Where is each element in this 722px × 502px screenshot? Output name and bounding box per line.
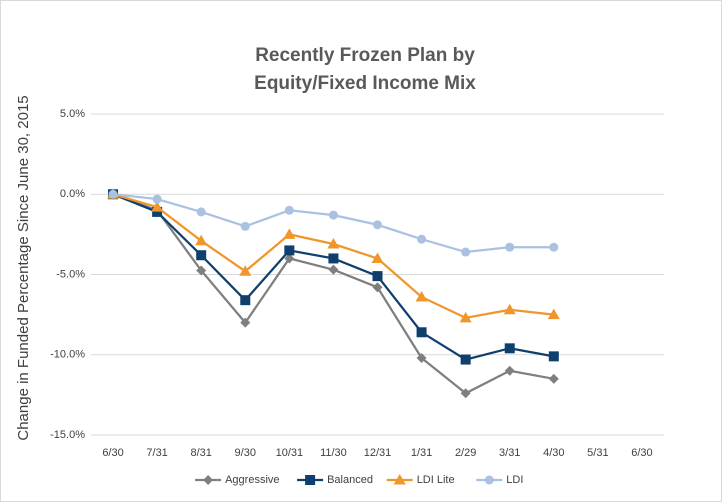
x-tick-label: 3/31	[499, 447, 520, 459]
marker	[240, 221, 250, 231]
marker	[548, 373, 559, 384]
x-tick-label: 8/31	[190, 447, 211, 459]
y-tick-label: -15.0%	[50, 429, 85, 441]
chart-title: Recently Frozen Plan by	[255, 45, 475, 66]
marker	[328, 253, 339, 264]
marker	[372, 282, 383, 293]
marker	[416, 327, 427, 338]
marker	[328, 210, 338, 220]
marker	[417, 234, 427, 244]
legend-label: Balanced	[327, 474, 373, 486]
marker	[196, 265, 207, 276]
marker	[373, 220, 382, 230]
marker	[459, 311, 472, 323]
marker	[461, 247, 471, 257]
y-tick-label: -10.0%	[50, 349, 85, 361]
marker	[196, 207, 206, 217]
y-tick-label: 0.0%	[60, 188, 85, 200]
x-tick-label: 9/30	[235, 447, 256, 459]
marker	[547, 308, 560, 320]
marker	[548, 351, 559, 362]
marker	[196, 250, 207, 261]
x-tick-label: 6/30	[102, 447, 123, 459]
x-tick-label: 5/31	[587, 447, 608, 459]
marker	[415, 290, 428, 302]
legend-label: LDI	[506, 474, 523, 486]
x-tick-label: 2/29	[455, 447, 476, 459]
x-tick-label: 12/31	[364, 447, 392, 459]
x-tick-label: 1/31	[411, 447, 432, 459]
x-tick-label: 4/30	[543, 447, 564, 459]
marker	[460, 388, 471, 399]
marker	[371, 252, 384, 263]
marker	[328, 264, 339, 275]
marker	[284, 205, 294, 215]
chart-title: Equity/Fixed Income Mix	[254, 73, 476, 94]
marker	[505, 242, 515, 252]
marker	[305, 475, 316, 485]
marker	[284, 245, 295, 256]
marker	[195, 234, 208, 246]
y-axis-label: Change in Funded Percentage Since June 3…	[15, 95, 32, 440]
y-tick-label: -5.0%	[56, 268, 85, 280]
marker	[240, 317, 251, 328]
marker	[460, 354, 471, 365]
marker	[203, 475, 214, 485]
x-tick-label: 10/31	[276, 447, 304, 459]
marker	[239, 265, 252, 276]
marker	[284, 253, 295, 264]
x-tick-label: 6/30	[631, 447, 652, 459]
marker	[283, 228, 296, 239]
x-tick-label: 11/30	[320, 447, 347, 459]
marker	[504, 343, 515, 354]
marker	[416, 352, 427, 363]
marker	[504, 365, 515, 376]
marker	[151, 201, 164, 212]
marker	[327, 238, 340, 249]
y-tick-label: 5.0%	[60, 108, 85, 120]
marker	[152, 206, 163, 217]
marker	[240, 295, 251, 306]
marker	[393, 474, 406, 485]
marker	[549, 242, 559, 252]
legend-label: LDI Lite	[417, 474, 455, 486]
marker	[152, 194, 162, 204]
marker	[484, 475, 494, 485]
legend-label: Aggressive	[225, 474, 279, 486]
x-tick-label: 7/31	[146, 447, 167, 459]
marker	[503, 303, 516, 315]
marker	[108, 189, 118, 199]
marker	[372, 271, 383, 282]
